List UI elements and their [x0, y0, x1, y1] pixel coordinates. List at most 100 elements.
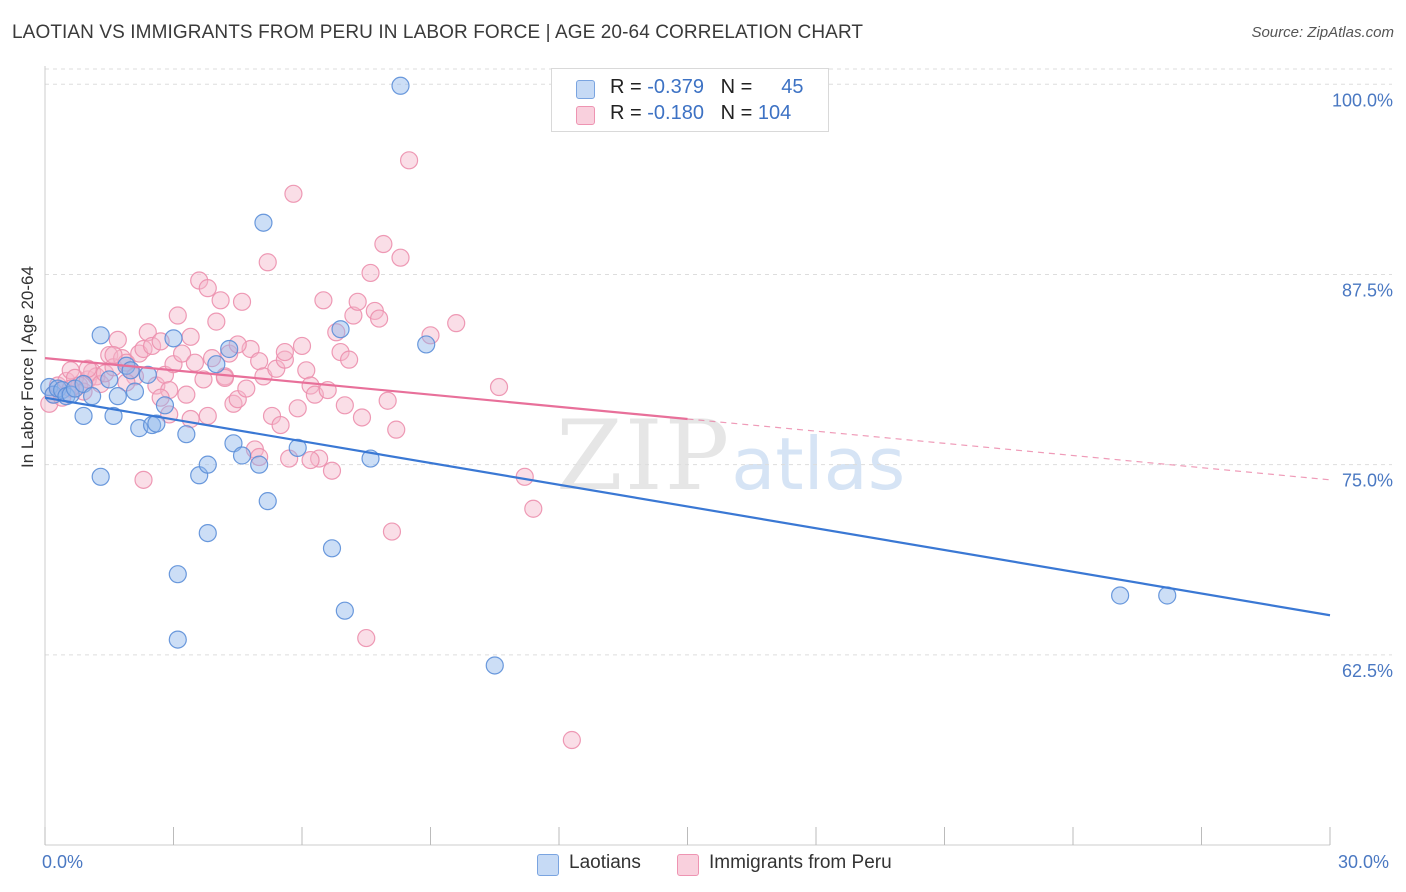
- data-point: [275, 350, 294, 369]
- axes: [44, 66, 1331, 846]
- data-point: [172, 344, 192, 363]
- y-tick-label: 62.5%: [1342, 661, 1393, 681]
- data-point: [142, 336, 162, 356]
- data-point: [288, 399, 307, 418]
- n-label: N =: [720, 102, 758, 124]
- data-point: [228, 335, 247, 354]
- watermark-atlas: atlas: [731, 422, 906, 506]
- data-point: [562, 730, 581, 750]
- data-point: [391, 248, 410, 267]
- data-point: [108, 387, 127, 406]
- y-tick-label: 75.0%: [1342, 471, 1393, 491]
- data-point: [121, 361, 140, 380]
- series-immigrants-from-peru: [40, 151, 581, 750]
- data-point: [258, 492, 277, 511]
- data-point: [181, 327, 200, 346]
- legend-label-laotians: Laotians: [569, 852, 641, 873]
- n-value: 104: [757, 102, 792, 124]
- data-point: [207, 355, 226, 374]
- data-point: [417, 335, 436, 354]
- data-point: [168, 630, 187, 649]
- data-point: [198, 279, 217, 298]
- data-point: [485, 656, 504, 675]
- x-tick-label-min: 0.0%: [42, 852, 84, 872]
- data-point: [177, 425, 196, 444]
- data-point: [168, 565, 187, 584]
- watermark: ZIPatlas: [556, 400, 905, 512]
- data-point: [297, 361, 316, 380]
- data-point: [348, 292, 367, 311]
- data-point: [292, 336, 312, 356]
- data-point: [91, 326, 110, 345]
- data-point: [271, 415, 290, 435]
- data-point: [198, 455, 217, 474]
- data-point: [177, 385, 196, 404]
- data-point: [164, 329, 183, 348]
- legend-swatch-laotians: [537, 854, 559, 876]
- stats-legend: R = -0.379 N = 45 R = -0.180 N = 104: [551, 68, 829, 132]
- data-point: [374, 234, 393, 254]
- data-point: [194, 370, 213, 389]
- trend-line: [44, 357, 688, 421]
- data-point: [237, 379, 256, 398]
- data-point: [250, 352, 269, 371]
- data-point: [335, 601, 354, 620]
- watermark-zip: ZIP: [556, 400, 732, 512]
- y-tick-label: 87.5%: [1342, 280, 1393, 300]
- data-point: [181, 409, 200, 429]
- data-point: [489, 377, 509, 397]
- data-point: [74, 406, 93, 426]
- data-point: [447, 314, 466, 333]
- source-label: Source: ZipAtlas.com: [1251, 24, 1394, 41]
- chart-title: LAOTIAN VS IMMIGRANTS FROM PERU IN LABOR…: [12, 22, 864, 43]
- grid-lines: [45, 68, 1392, 656]
- n-value: 45: [781, 76, 804, 98]
- data-point: [220, 339, 239, 359]
- trend-line: [44, 396, 1331, 617]
- data-point: [125, 382, 145, 401]
- series-legend: Laotians Immigrants from Peru: [0, 852, 1406, 878]
- legend-swatch-laotians: [576, 80, 595, 99]
- y-tick-label: 100.0%: [1332, 90, 1393, 110]
- data-point: [232, 446, 252, 465]
- legend-swatch-peru: [576, 106, 595, 125]
- data-point: [335, 396, 354, 415]
- n-label: N =: [720, 76, 758, 98]
- data-point: [357, 628, 376, 648]
- data-point: [185, 353, 205, 372]
- data-point: [378, 391, 397, 410]
- data-point: [250, 455, 269, 474]
- data-point: [340, 350, 359, 369]
- x-tick-label-max: 30.0%: [1338, 852, 1390, 872]
- data-point: [138, 365, 157, 384]
- data-point: [254, 213, 273, 232]
- data-point: [100, 370, 119, 389]
- data-point: [344, 306, 363, 325]
- data-point: [524, 499, 543, 518]
- data-point: [301, 376, 320, 395]
- data-point: [314, 291, 333, 310]
- data-point: [331, 320, 350, 339]
- r-value: -0.379: [647, 76, 704, 98]
- data-point: [232, 292, 252, 311]
- data-point: [322, 539, 342, 558]
- data-point: [301, 450, 320, 470]
- data-point: [138, 323, 157, 342]
- data-point: [387, 420, 406, 439]
- legend-label-peru: Immigrants from Peru: [709, 852, 892, 873]
- data-point: [421, 326, 440, 345]
- data-point: [83, 387, 102, 406]
- data-point: [352, 408, 372, 427]
- data-point: [104, 406, 123, 426]
- data-point: [258, 253, 277, 272]
- data-point: [370, 309, 389, 328]
- y-axis-label: In Labor Force | Age 20-64: [18, 266, 37, 468]
- data-point: [91, 467, 110, 486]
- data-point: [215, 368, 234, 388]
- data-point: [284, 184, 303, 203]
- r-value: -0.180: [647, 102, 704, 124]
- data-point: [134, 470, 153, 489]
- data-point: [168, 306, 187, 325]
- r-label: R =: [610, 102, 648, 124]
